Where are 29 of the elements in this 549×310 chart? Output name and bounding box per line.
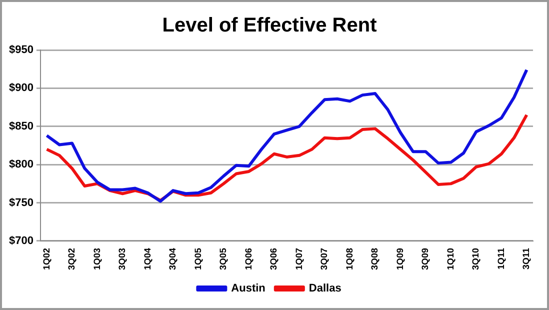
y-tick-label: $750 (8, 196, 34, 209)
x-tick-label: 3Q08 (370, 248, 380, 270)
x-tick-label: 3Q02 (66, 248, 77, 270)
x-tick-label: 3Q05 (218, 248, 228, 270)
legend-label: Dallas (308, 282, 342, 295)
x-tick-label: 1Q04 (142, 248, 152, 270)
x-tick-label: 1Q07 (294, 248, 304, 270)
x-tick-label: 1Q03 (92, 248, 102, 270)
x-tick-label: 1Q02 (41, 248, 52, 270)
y-tick-label: $700 (8, 235, 34, 248)
legend-label: Austin (231, 282, 266, 295)
x-tick-label: 3Q04 (168, 248, 178, 270)
x-tick-label: 3Q06 (268, 248, 279, 270)
y-tick-label: $850 (8, 120, 34, 132)
x-tick-label: 3Q09 (420, 248, 430, 270)
x-tick-label: 1Q05 (192, 248, 203, 270)
x-tick-label: 3Q10 (470, 248, 481, 270)
x-tick-label: 3Q07 (319, 248, 330, 270)
x-tick-label: 3Q11 (521, 248, 532, 270)
chart-title: Level of Effective Rent (162, 14, 378, 37)
x-tick-label: 3Q03 (117, 248, 128, 270)
y-tick-label: $950 (8, 44, 34, 56)
x-tick-label: 1Q11 (496, 248, 506, 270)
x-tick-label: 1Q06 (243, 248, 254, 270)
x-tick-label: 1Q09 (394, 248, 405, 270)
x-tick-label: 1Q08 (344, 248, 354, 270)
x-tick-label: 1Q10 (445, 248, 456, 270)
y-tick-label: $800 (8, 158, 34, 171)
y-tick-label: $900 (8, 82, 34, 94)
